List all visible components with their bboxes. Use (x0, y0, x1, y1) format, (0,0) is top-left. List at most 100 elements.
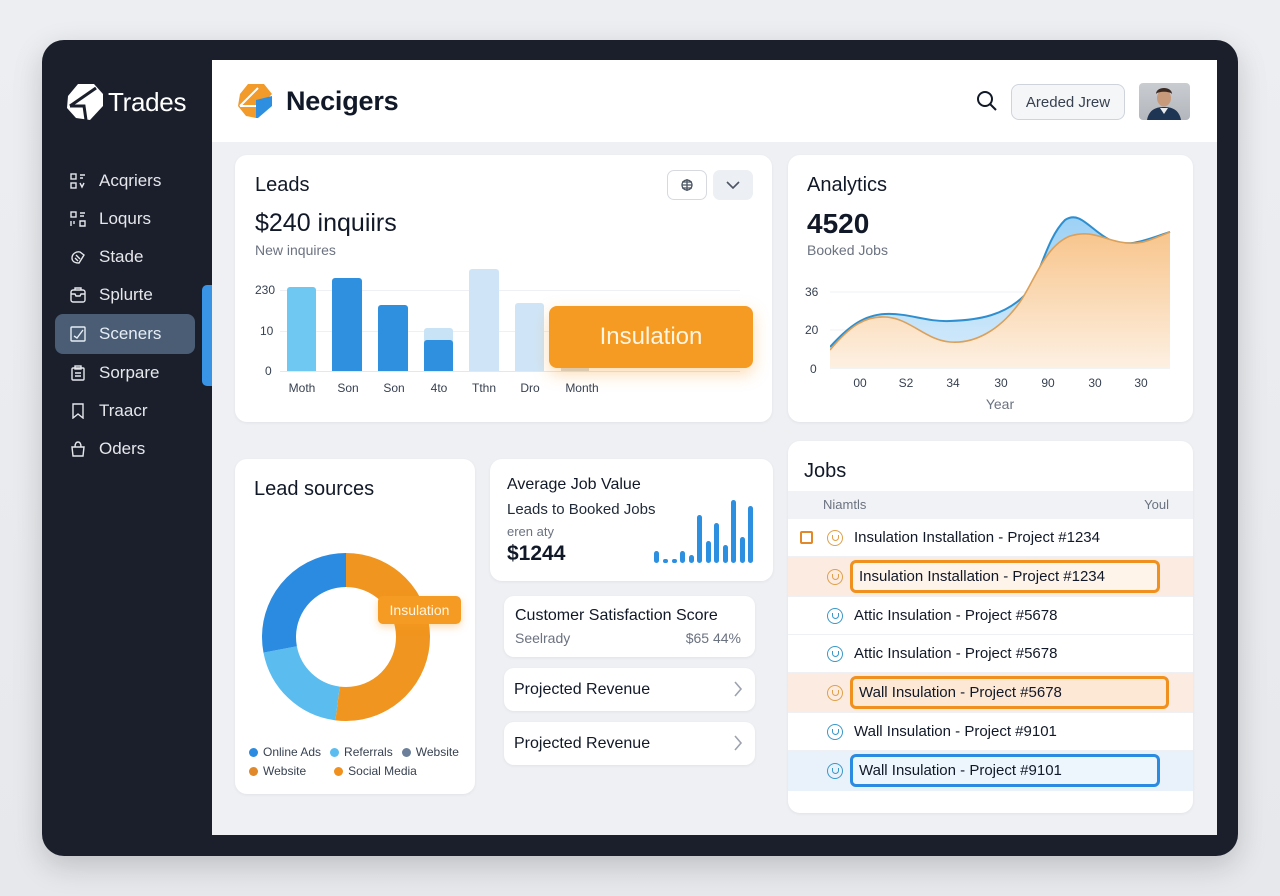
spark-bar (680, 551, 685, 563)
status-blue-icon (827, 608, 843, 624)
dropdown-button[interactable] (713, 170, 753, 200)
x-tick: Month (565, 381, 599, 395)
projected-revenue-label: Projected Revenue (514, 680, 651, 698)
bar[interactable] (424, 340, 453, 371)
gridline (280, 290, 740, 291)
avatar[interactable] (1139, 83, 1190, 120)
brand[interactable]: Trades (66, 82, 186, 122)
inbox-icon (69, 286, 87, 304)
jobs-card: Jobs Niamtls Youl Insulation Installatio… (788, 441, 1193, 813)
y-tick: 230 (255, 283, 276, 297)
leads-subtitle: New inquires (255, 242, 336, 258)
spark-bar (731, 500, 736, 563)
projected-revenue-link[interactable]: Projected Revenue (504, 722, 755, 765)
y-tick: 10 (260, 324, 274, 338)
user-button[interactable]: Areded Jrew (1011, 84, 1125, 120)
csat-title: Customer Satisfaction Score (515, 607, 718, 624)
dot-icon (334, 767, 344, 776)
bar[interactable] (332, 278, 362, 371)
table-row[interactable]: Insulation Installation - Project #1234 (788, 557, 1193, 597)
status-blue-icon (827, 724, 843, 740)
job-name-highlight[interactable]: Wall Insulation - Project #9101 (850, 754, 1160, 787)
table-row[interactable]: Wall Insulation - Project #5678 (788, 673, 1193, 713)
sidebar-item-sorpare[interactable]: Sorpare (55, 354, 195, 392)
spark-bar (723, 545, 728, 563)
x-tick: Tthn (471, 381, 496, 395)
jobs-table-header: Niamtls Youl (788, 491, 1193, 519)
analytics-card: Analytics 4520 Booked Jobs 36 20 0 (788, 155, 1193, 422)
insulation-badge[interactable]: Insulation (549, 306, 753, 368)
page-title: Necigers (286, 85, 399, 116)
avg-job-subtitle: Leads to Booked Jobs (507, 501, 656, 518)
bag-icon (69, 440, 87, 458)
sidebar-item-label: Splurte (99, 285, 153, 304)
status-orange-icon (827, 569, 843, 585)
csat-value: $65 44% (685, 630, 741, 646)
spark-bar (748, 506, 753, 563)
sidebar-item-traacr[interactable]: Traacr (55, 392, 195, 430)
table-row[interactable]: Insulation Installation - Project #1234 (788, 519, 1193, 557)
app-logo[interactable]: Necigers (236, 82, 399, 120)
status-orange-icon (827, 685, 843, 701)
sidebar-item-splurte[interactable]: Splurte (55, 276, 195, 314)
column-header[interactable]: Youl (1144, 497, 1169, 512)
bar[interactable] (515, 303, 544, 371)
leads-title: Leads (255, 174, 310, 196)
spark-bar (672, 559, 677, 563)
sidebar-item-label: Sceners (99, 324, 162, 343)
search-icon (977, 91, 997, 111)
qr-grid-icon (69, 172, 87, 190)
x-tick: 00 (853, 376, 867, 390)
bar[interactable] (469, 269, 499, 371)
job-name: Attic Insulation - Project #5678 (854, 645, 1058, 662)
chevron-down-icon (726, 181, 740, 189)
legend-item: Referrals (330, 745, 393, 759)
x-tick: 30 (994, 376, 1008, 390)
sidebar-item-oders[interactable]: Oders (55, 430, 195, 468)
search-button[interactable] (976, 90, 998, 112)
trades-logo-icon (67, 84, 103, 121)
bar[interactable] (378, 305, 408, 371)
analytics-area-chart[interactable] (830, 210, 1175, 370)
sidebar-item-stade[interactable]: Stade (55, 238, 195, 276)
x-tick: 30 (1088, 376, 1102, 390)
job-name-highlight[interactable]: Insulation Installation - Project #1234 (850, 560, 1160, 593)
job-name: Wall Insulation - Project #9101 (854, 723, 1057, 740)
table-row[interactable]: Attic Insulation - Project #5678 (788, 635, 1193, 673)
dot-icon (249, 767, 258, 776)
legend-item: Website (401, 745, 459, 759)
brand-name: Trades (108, 86, 187, 117)
legend-row: Online Ads Referrals Website (249, 745, 459, 759)
table-row[interactable]: Wall Insulation - Project #9101 (788, 751, 1193, 791)
sidebar-item-sceners[interactable]: Sceners (55, 314, 195, 354)
dot-icon (330, 748, 340, 757)
sidebar-item-label: Sorpare (99, 363, 160, 382)
job-name-highlight[interactable]: Wall Insulation - Project #5678 (850, 676, 1169, 709)
csat-label: Seelrady (515, 630, 571, 646)
projected-revenue-link[interactable]: Projected Revenue (504, 668, 755, 711)
checkbox-icon (69, 325, 87, 343)
filter-button[interactable] (667, 170, 707, 200)
spark-bar (654, 551, 659, 563)
y-tick: 36 (805, 285, 819, 299)
sidebar-item-label: Loqurs (99, 209, 151, 228)
sidebar-item-acqriers[interactable]: Acqriers (55, 162, 195, 200)
user-photo-icon (1147, 88, 1181, 120)
column-header[interactable]: Niamtls (823, 497, 867, 512)
row-checkbox[interactable] (800, 531, 813, 544)
job-name: Attic Insulation - Project #5678 (854, 607, 1058, 624)
lead-sources-donut[interactable] (261, 552, 431, 722)
analytics-value: 4520 (807, 208, 870, 239)
x-tick: Son (337, 381, 359, 395)
bar[interactable] (287, 287, 316, 371)
spark-bar (689, 555, 694, 563)
filter-icon (681, 179, 693, 191)
lead-sources-card: Lead sources Insulation Online Ads Refer… (235, 459, 475, 794)
y-tick: 20 (805, 323, 819, 337)
table-row[interactable]: Wall Insulation - Project #9101 (788, 713, 1193, 751)
sidebar-item-loqurs[interactable]: Loqurs (55, 200, 195, 238)
jobs-title: Jobs (804, 460, 847, 482)
sidebar-nav: Acqriers Loqurs Stade Splurte Sceners So… (55, 162, 195, 468)
table-row[interactable]: Attic Insulation - Project #5678 (788, 597, 1193, 635)
dot-icon (249, 748, 258, 757)
